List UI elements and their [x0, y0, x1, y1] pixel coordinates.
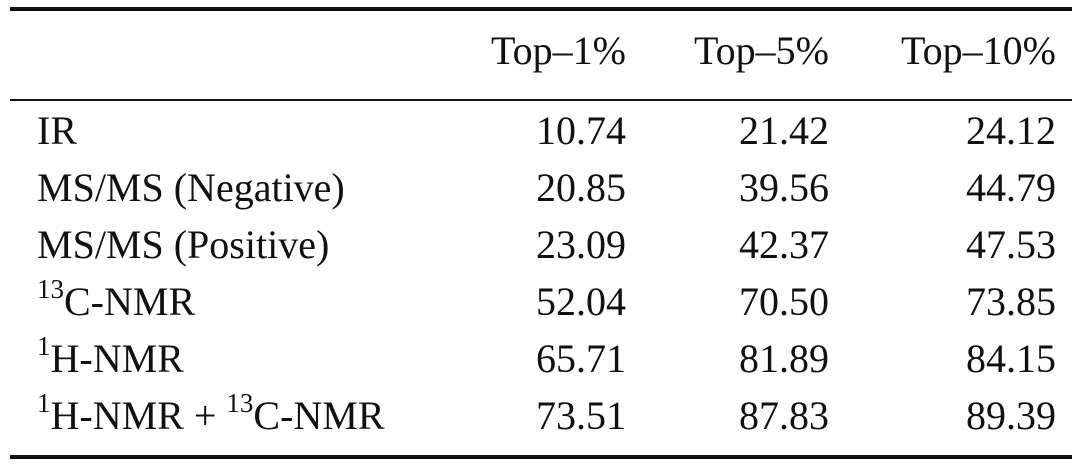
row-label: IR	[37, 108, 77, 153]
cell-top-5: 39.56	[739, 165, 829, 210]
row-label: MS/MS (Positive)	[37, 222, 330, 267]
cell-top-10: 47.53	[966, 222, 1056, 267]
cell-top-10: 84.15	[966, 336, 1056, 381]
cell-top-10: 73.85	[966, 279, 1056, 324]
header-top-5: Top–5%	[694, 28, 829, 73]
cell-top-5: 42.37	[739, 222, 829, 267]
cell-top-1: 52.04	[536, 279, 626, 324]
cell-top-10: 89.39	[966, 393, 1056, 438]
row-label: MS/MS (Negative)	[37, 165, 345, 210]
row-label: 1H-NMR	[37, 330, 184, 381]
cell-top-10: 44.79	[966, 165, 1056, 210]
cell-top-5: 21.42	[739, 108, 829, 153]
mid-rule	[10, 99, 1072, 101]
cell-top-1: 23.09	[536, 222, 626, 267]
header-top-1: Top–1%	[491, 28, 626, 73]
results-table: Top–1% Top–5% Top–10% IR 10.74 21.42 24.…	[10, 0, 1072, 467]
cell-top-1: 20.85	[536, 165, 626, 210]
row-label: 1H-NMR + 13C-NMR	[37, 387, 385, 438]
cell-top-1: 10.74	[536, 108, 626, 153]
cell-top-10: 24.12	[966, 108, 1056, 153]
cell-top-5: 87.83	[739, 393, 829, 438]
row-label: 13C-NMR	[37, 273, 196, 324]
cell-top-1: 73.51	[536, 393, 626, 438]
header-top-10: Top–10%	[901, 28, 1056, 73]
cell-top-1: 65.71	[536, 336, 626, 381]
cell-top-5: 70.50	[739, 279, 829, 324]
top-rule	[10, 7, 1072, 11]
cell-top-5: 81.89	[739, 336, 829, 381]
bottom-rule	[10, 455, 1072, 459]
